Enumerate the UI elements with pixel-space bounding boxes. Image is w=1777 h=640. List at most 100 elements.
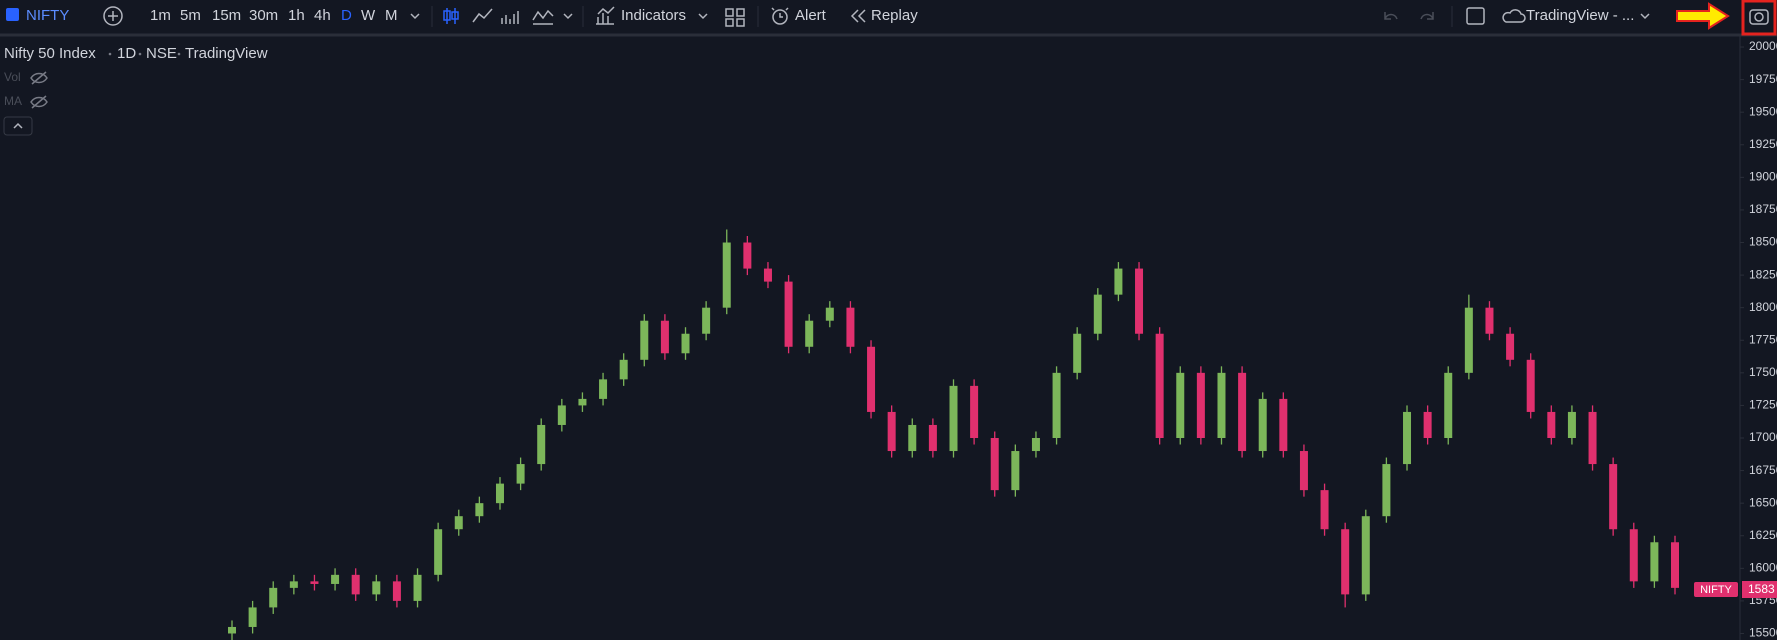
indicators-button[interactable]: Indicators xyxy=(621,7,686,24)
toolbar xyxy=(0,0,1777,34)
candle-body xyxy=(1341,529,1350,595)
candle-body xyxy=(599,379,608,399)
interval-button[interactable]: W xyxy=(361,7,376,24)
candle-body xyxy=(1093,294,1102,334)
fullscreen[interactable] xyxy=(1466,7,1485,25)
collapse-button[interactable] xyxy=(3,116,33,136)
candle-body xyxy=(619,359,628,380)
undo[interactable] xyxy=(1384,12,1398,20)
candle-body xyxy=(578,398,587,406)
candle-body xyxy=(1238,372,1247,452)
y-tick-label: 17750 xyxy=(1749,332,1777,346)
candle-body xyxy=(1299,451,1308,491)
candle-body xyxy=(331,574,340,584)
line-style[interactable] xyxy=(472,8,493,23)
legend-source: TradingView xyxy=(185,45,268,62)
templates[interactable] xyxy=(725,8,745,27)
y-tick-label: 18500 xyxy=(1749,235,1777,249)
redo[interactable] xyxy=(1420,12,1434,20)
interval-group: 1m 5m 15m 30m 1h 4h D W M xyxy=(150,7,398,24)
hidden-eye[interactable] xyxy=(30,95,48,109)
y-tick-label: 16000 xyxy=(1749,560,1777,574)
layout-menu[interactable] xyxy=(1640,13,1650,20)
candle-body xyxy=(1155,333,1164,438)
candle-body xyxy=(1423,411,1432,438)
y-tick-label: 19750 xyxy=(1749,72,1777,86)
interval-menu[interactable] xyxy=(410,13,420,20)
interval-button[interactable]: 1m xyxy=(150,7,171,24)
candle-body xyxy=(784,281,793,347)
snapshot-button[interactable] xyxy=(1749,9,1769,25)
candles-style[interactable] xyxy=(443,8,459,24)
candle-body xyxy=(1485,307,1494,334)
candle-body xyxy=(475,503,484,517)
hidden-eye[interactable] xyxy=(30,71,48,85)
highlight-box xyxy=(1741,0,1777,36)
interval-button[interactable]: 5m xyxy=(180,7,201,24)
y-tick-label: 18750 xyxy=(1749,202,1777,216)
y-tick-label: 16250 xyxy=(1749,528,1777,542)
candle-body xyxy=(1609,464,1618,530)
candle-body xyxy=(1444,372,1453,438)
study-vol[interactable]: Vol xyxy=(4,70,21,84)
area-style[interactable] xyxy=(532,9,554,25)
candle-body xyxy=(310,581,319,584)
candle-body xyxy=(1011,451,1020,491)
interval-button[interactable]: D xyxy=(341,7,352,24)
candle-body xyxy=(990,438,999,491)
snapshot-lens xyxy=(1754,12,1764,22)
interval-button[interactable]: M xyxy=(385,7,398,24)
interval-button[interactable]: 30m xyxy=(249,7,278,24)
candle-body xyxy=(970,385,979,438)
candle-body xyxy=(1506,333,1515,360)
interval-button[interactable]: 15m xyxy=(212,7,241,24)
y-tick-label: 19500 xyxy=(1749,104,1777,118)
candle-body xyxy=(702,307,711,334)
interval-button[interactable]: 1h xyxy=(288,7,305,24)
alert-icon-hands xyxy=(771,7,789,18)
y-tick-label: 17500 xyxy=(1749,365,1777,379)
candle-body xyxy=(1073,333,1082,373)
y-tick-label: 19250 xyxy=(1749,137,1777,151)
candle-body xyxy=(289,581,298,588)
candle-body xyxy=(1361,516,1370,595)
candle-body xyxy=(1547,411,1556,438)
highlight-arrow xyxy=(1676,2,1730,30)
add-icon xyxy=(108,11,118,21)
candle-body xyxy=(1526,359,1535,412)
candle-body xyxy=(557,405,566,425)
candle-body xyxy=(392,581,401,601)
indicators-menu[interactable] xyxy=(698,13,708,20)
replay-button[interactable]: Replay xyxy=(871,7,918,24)
candle-body xyxy=(722,242,731,308)
y-tick-label: 15500 xyxy=(1749,626,1777,640)
alert-button[interactable]: Alert xyxy=(795,7,827,24)
indicators-icon xyxy=(596,6,615,25)
candle-body xyxy=(413,574,422,601)
candle-body xyxy=(867,346,876,412)
candle-body xyxy=(537,424,546,465)
candle-body xyxy=(1629,529,1638,582)
separator-dot xyxy=(177,52,181,56)
y-tick-label: 19000 xyxy=(1749,170,1777,184)
candle-body xyxy=(887,411,896,452)
interval-button[interactable]: 4h xyxy=(314,7,331,24)
candle-body xyxy=(1464,307,1473,373)
layout-name[interactable]: TradingView - ... xyxy=(1526,7,1634,24)
candle-body xyxy=(1031,438,1040,452)
y-tick-label: 16500 xyxy=(1749,495,1777,509)
candle-body xyxy=(1217,372,1226,438)
style-menu[interactable] xyxy=(563,13,573,20)
candle-body xyxy=(1567,411,1576,438)
candle-body xyxy=(1671,542,1679,588)
price-tag xyxy=(1742,581,1777,598)
symbol[interactable]: NIFTY xyxy=(26,7,69,24)
add-symbol[interactable] xyxy=(103,6,123,26)
bars-style[interactable] xyxy=(501,11,519,24)
y-tick-label: 20000 xyxy=(1749,39,1777,53)
legend-title: Nifty 50 Index xyxy=(4,45,96,62)
candle-body xyxy=(1052,372,1061,438)
study-ma[interactable]: MA xyxy=(4,94,22,108)
candle-body xyxy=(516,464,525,484)
